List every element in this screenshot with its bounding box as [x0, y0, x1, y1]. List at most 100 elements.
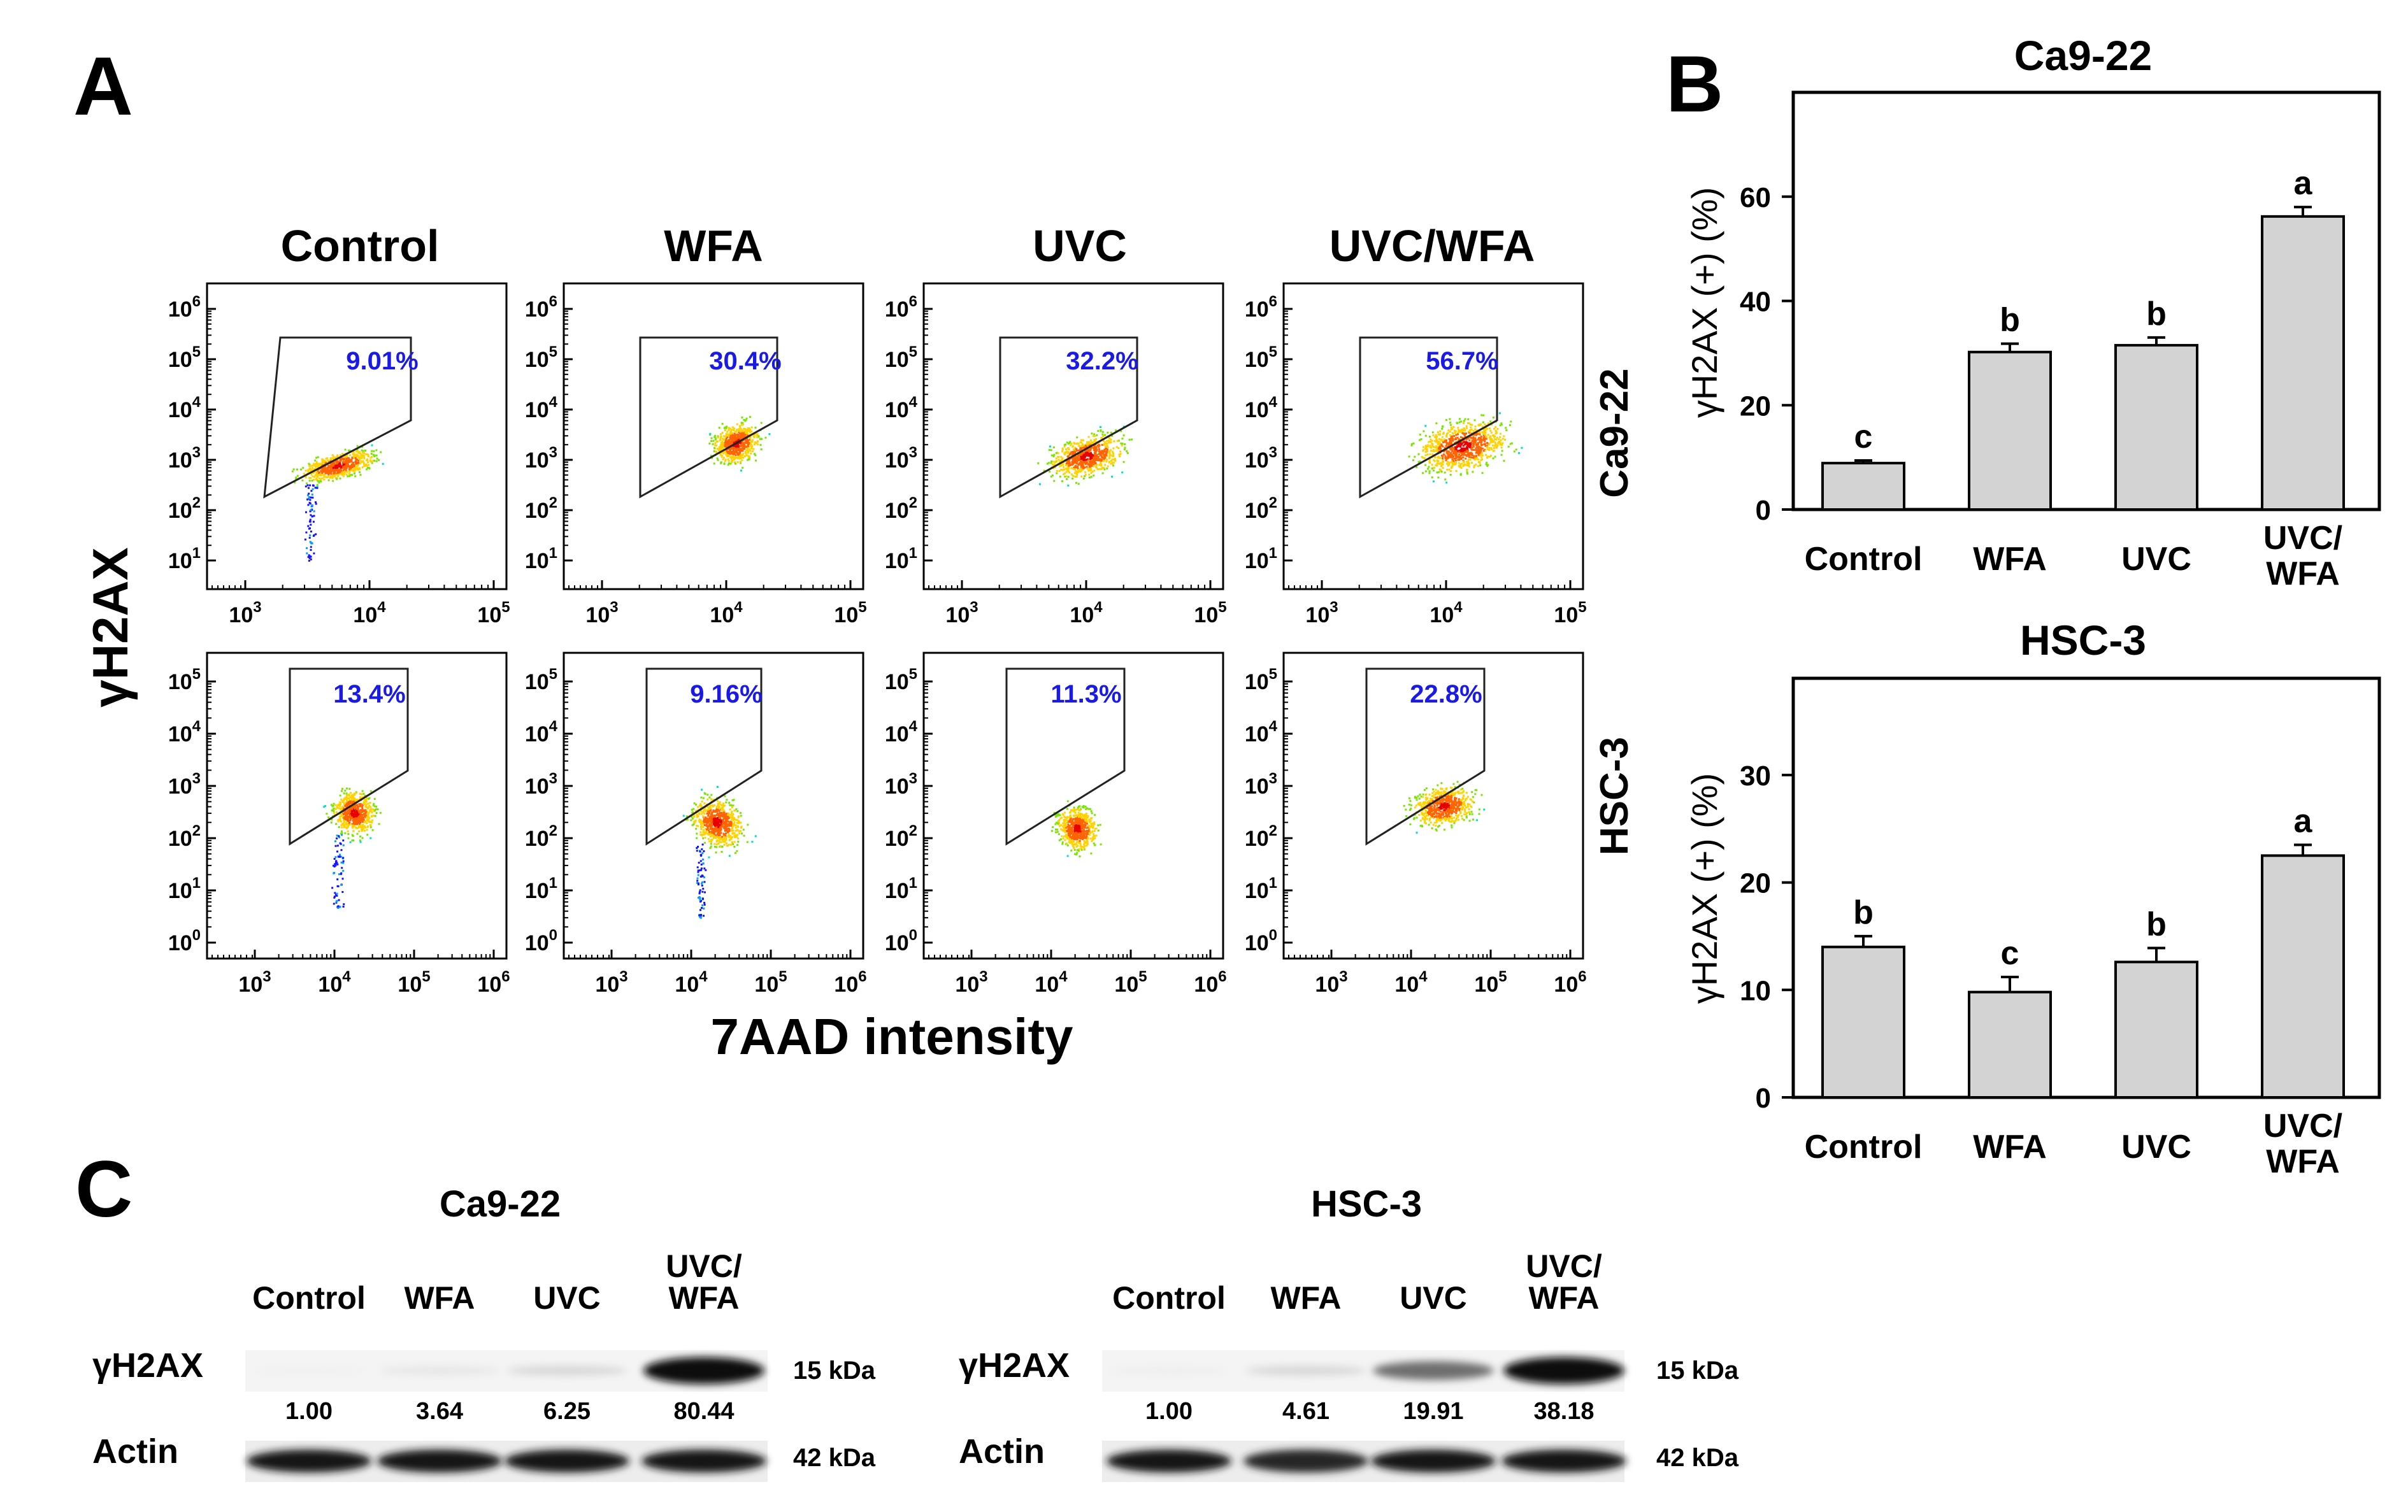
- flow-event-dot: [1098, 448, 1100, 450]
- flow-event-dot: [340, 473, 343, 474]
- flow-event-dot: [1082, 454, 1085, 457]
- flow-event-dot: [355, 815, 358, 818]
- flow-event-dot: [1086, 441, 1089, 443]
- flow-event-dot: [355, 457, 357, 460]
- flow-event-dot: [1424, 448, 1426, 450]
- flow-gate: [1359, 336, 1498, 499]
- flow-event-dot: [723, 436, 726, 438]
- flow-event-dot: [1098, 459, 1100, 462]
- flow-event-dot: [713, 815, 715, 817]
- flow-event-dot: [335, 476, 337, 479]
- flow-event-dot: [1452, 452, 1454, 455]
- flow-event-dot: [371, 811, 373, 813]
- flow-event-dot: [1461, 431, 1463, 434]
- flow-event-dot: [352, 463, 354, 466]
- flow-event-dot: [1446, 457, 1449, 460]
- flow-event-dot: [701, 907, 703, 909]
- flow-event-dot: [1437, 456, 1439, 459]
- flow-event-dot: [1473, 419, 1476, 422]
- flow-event-dot: [348, 821, 350, 824]
- flow-event-dot: [719, 439, 721, 441]
- flow-event-dot: [1086, 443, 1088, 445]
- flow-event-dot: [363, 829, 366, 832]
- flow-event-dot: [1473, 443, 1475, 446]
- flow-event-dot: [1437, 448, 1439, 451]
- flow-event-dot: [362, 824, 364, 826]
- flow-event-dot: [732, 819, 735, 822]
- flow-event-dot: [362, 820, 364, 822]
- flow-event-dot: [710, 824, 713, 825]
- flow-event-dot: [334, 466, 337, 468]
- flow-event-dot: [1483, 436, 1486, 438]
- flow-event-dot: [1063, 445, 1066, 448]
- flow-event-dot: [711, 814, 713, 817]
- flow-event-dot: [1047, 462, 1050, 464]
- flow-event-dot: [1073, 458, 1076, 460]
- flow-event-dot: [723, 836, 726, 838]
- flow-event-dot: [727, 836, 730, 838]
- flow-event-dot: [740, 815, 742, 817]
- flow-event-dot: [682, 815, 685, 817]
- flow-event-dot: [1489, 438, 1491, 441]
- flow-event-dot: [1076, 473, 1079, 476]
- flow-event-dot: [1073, 468, 1076, 471]
- flow-event-dot: [724, 815, 727, 817]
- flow-event-dot: [338, 835, 340, 838]
- flow-event-dot: [370, 808, 373, 810]
- flow-event-dot: [362, 460, 364, 462]
- flow-event-dot: [338, 826, 340, 829]
- flow-event-dot: [380, 451, 382, 453]
- flow-event-dot: [1481, 447, 1484, 450]
- flow-event-dot: [1471, 456, 1473, 459]
- flow-event-dot: [1453, 435, 1456, 438]
- flow-event-dot: [1099, 459, 1101, 461]
- flow-event-dot: [733, 445, 736, 447]
- flow-event-dot: [1086, 467, 1089, 470]
- flow-event-dot: [737, 816, 740, 818]
- flow-event-dot: [1110, 438, 1112, 441]
- flow-event-dot: [324, 805, 326, 808]
- flow-event-dot: [306, 484, 309, 487]
- flow-event-dot: [1488, 446, 1491, 449]
- flow-event-dot: [1468, 431, 1470, 434]
- flow-event-dot: [303, 473, 305, 475]
- flow-event-dot: [1101, 450, 1103, 452]
- flow-event-dot: [310, 514, 312, 517]
- flow-event-dot: [749, 438, 751, 441]
- flow-event-dot: [712, 830, 714, 832]
- flow-event-dot: [749, 431, 751, 433]
- flow-event-dot: [1491, 448, 1493, 450]
- flow-event-dot: [1457, 431, 1459, 434]
- flow-event-dot: [1480, 441, 1483, 443]
- flow-event-dot: [1114, 457, 1116, 460]
- flow-event-dot: [709, 432, 712, 435]
- flow-event-dot: [741, 832, 743, 835]
- flow-event-dot: [354, 822, 356, 825]
- flow-event-dot: [343, 802, 346, 805]
- flow-event-dot: [369, 802, 371, 804]
- flow-event-dot: [1071, 453, 1073, 456]
- flow-event-dot: [354, 814, 357, 817]
- flow-event-dot: [1073, 462, 1075, 464]
- flow-event-dot: [722, 814, 724, 817]
- flow-event-dot: [745, 440, 748, 443]
- flow-event-dot: [1480, 443, 1482, 445]
- flow-event-dot: [362, 793, 365, 795]
- flow-event-dot: [355, 809, 358, 812]
- flow-event-dot: [313, 534, 315, 536]
- flow-event-dot: [1431, 467, 1433, 470]
- flow-event-dot: [702, 822, 705, 825]
- flow-event-dot: [1466, 450, 1469, 452]
- flow-event-dot: [713, 450, 715, 453]
- flow-event-dot: [1435, 445, 1437, 448]
- flow-event-dot: [1468, 443, 1470, 446]
- flow-event-dot: [312, 469, 315, 471]
- flow-event-dot: [1050, 449, 1052, 452]
- flow-event-dot: [1067, 447, 1070, 450]
- flow-event-dot: [305, 475, 307, 478]
- flow-event-dot: [720, 446, 723, 448]
- flow-event-dot: [1108, 457, 1110, 459]
- flow-event-dot: [333, 802, 335, 805]
